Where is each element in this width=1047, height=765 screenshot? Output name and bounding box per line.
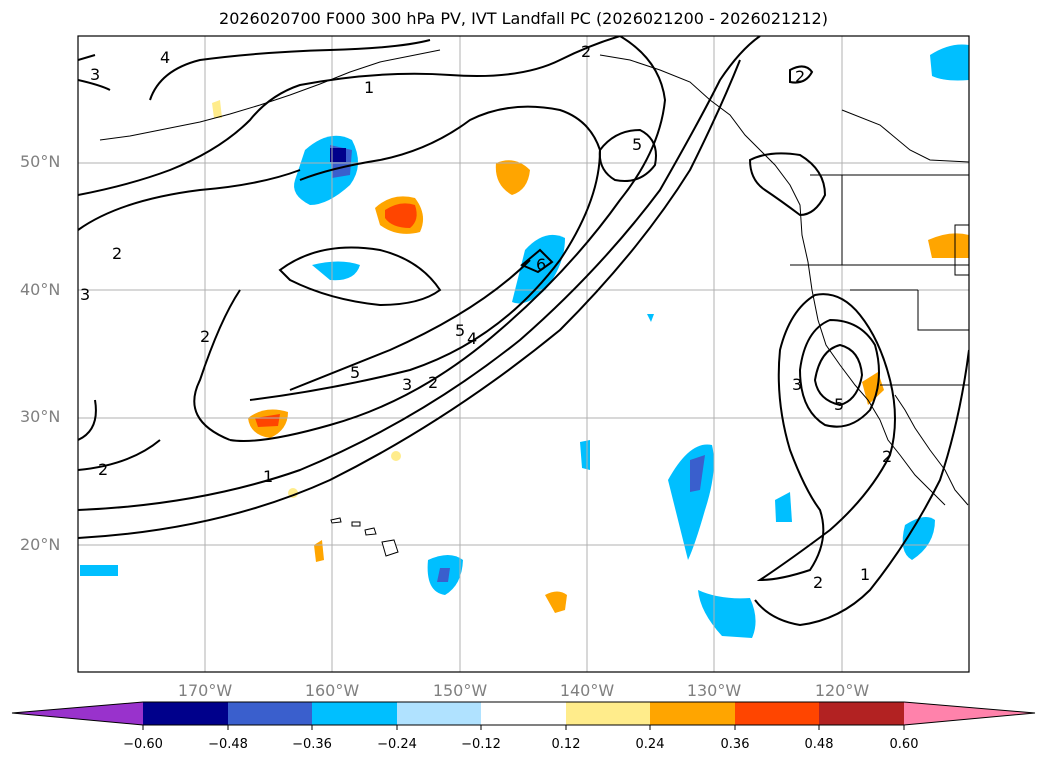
- colorbar-tick-label: −0.60: [123, 737, 163, 752]
- colorbar-bin: [566, 702, 650, 725]
- colorbar-extend-max: [904, 702, 1035, 725]
- lon-label: 150°W: [432, 681, 488, 700]
- contour-labels: 4 3 1 2 5 2 2 3 6 5 4 5 3 2 2 1 2 3 5 2 …: [80, 42, 892, 592]
- lon-label: 170°W: [177, 681, 233, 700]
- colorbar-tick-label: 0.24: [635, 737, 665, 752]
- colorbar-bin: [143, 702, 228, 725]
- lon-label: 130°W: [686, 681, 742, 700]
- contour-label: 3: [90, 65, 100, 84]
- contour-label: 3: [80, 285, 90, 304]
- lat-label: 30°N: [20, 407, 61, 426]
- lon-label: 160°W: [304, 681, 360, 700]
- colorbar-tick-label: 0.48: [804, 737, 834, 752]
- contour-label: 5: [350, 363, 360, 382]
- islands: [330, 517, 399, 557]
- contour-label: 1: [860, 565, 870, 584]
- pv-contours: [78, 36, 969, 627]
- contour-label: 2: [813, 573, 823, 592]
- colorbar-tick-label: 0.36: [720, 737, 750, 752]
- colorbar-bin: [312, 702, 397, 725]
- map-frame: [77, 35, 970, 673]
- colorbar-bin: [650, 702, 735, 725]
- lat-label: 50°N: [20, 152, 61, 171]
- colorbar-bin: [481, 702, 566, 725]
- contour-label: 2: [98, 460, 108, 479]
- colorbar-ticks: [142, 725, 905, 730]
- graticule: [78, 36, 969, 672]
- colorbar-tick-label: −0.12: [461, 737, 501, 752]
- colorbar-bin: [397, 702, 481, 725]
- lon-label: 120°W: [814, 681, 870, 700]
- contour-label: 2: [112, 244, 122, 263]
- lon-label: 140°W: [559, 681, 615, 700]
- lat-label: 20°N: [20, 535, 61, 554]
- contour-label: 6: [536, 255, 546, 274]
- map-title: 2026020700 F000 300 hPa PV, IVT Landfall…: [219, 9, 828, 28]
- map-panel: 4 3 1 2 5 2 2 3 6 5 4 5 3 2 2 1 2 3 5 2 …: [77, 35, 970, 673]
- colorbar: [11, 701, 1036, 730]
- lat-label: 40°N: [20, 280, 61, 299]
- coastlines: [99, 49, 969, 506]
- colorbar-tick-label: −0.36: [292, 737, 332, 752]
- contour-label: 3: [402, 375, 412, 394]
- contour-label: 2: [428, 373, 438, 392]
- contour-label: 5: [632, 135, 642, 154]
- contour-label: 2: [795, 67, 805, 86]
- contour-label: 4: [467, 329, 477, 348]
- negative-pv-anomalies: [80, 44, 969, 638]
- contour-label: 4: [160, 48, 170, 67]
- contour-label: 3: [792, 375, 802, 394]
- contour-label: 2: [882, 447, 892, 466]
- colorbar-bin: [228, 702, 312, 725]
- contour-label: 1: [263, 467, 273, 486]
- colorbar-tick-label: 0.12: [551, 737, 581, 752]
- colorbar-bin: [735, 702, 819, 725]
- contour-label: 5: [455, 321, 465, 340]
- contour-label: 5: [834, 395, 844, 414]
- colorbar-tick-label: −0.48: [208, 737, 248, 752]
- contour-label: 1: [364, 78, 374, 97]
- contour-label: 2: [200, 327, 210, 346]
- colorbar-tick-label: 0.60: [889, 737, 919, 752]
- colorbar-extend-min: [12, 702, 143, 725]
- colorbar-bin: [819, 702, 904, 725]
- contour-label: 2: [581, 42, 591, 61]
- colorbar-tick-label: −0.24: [377, 737, 417, 752]
